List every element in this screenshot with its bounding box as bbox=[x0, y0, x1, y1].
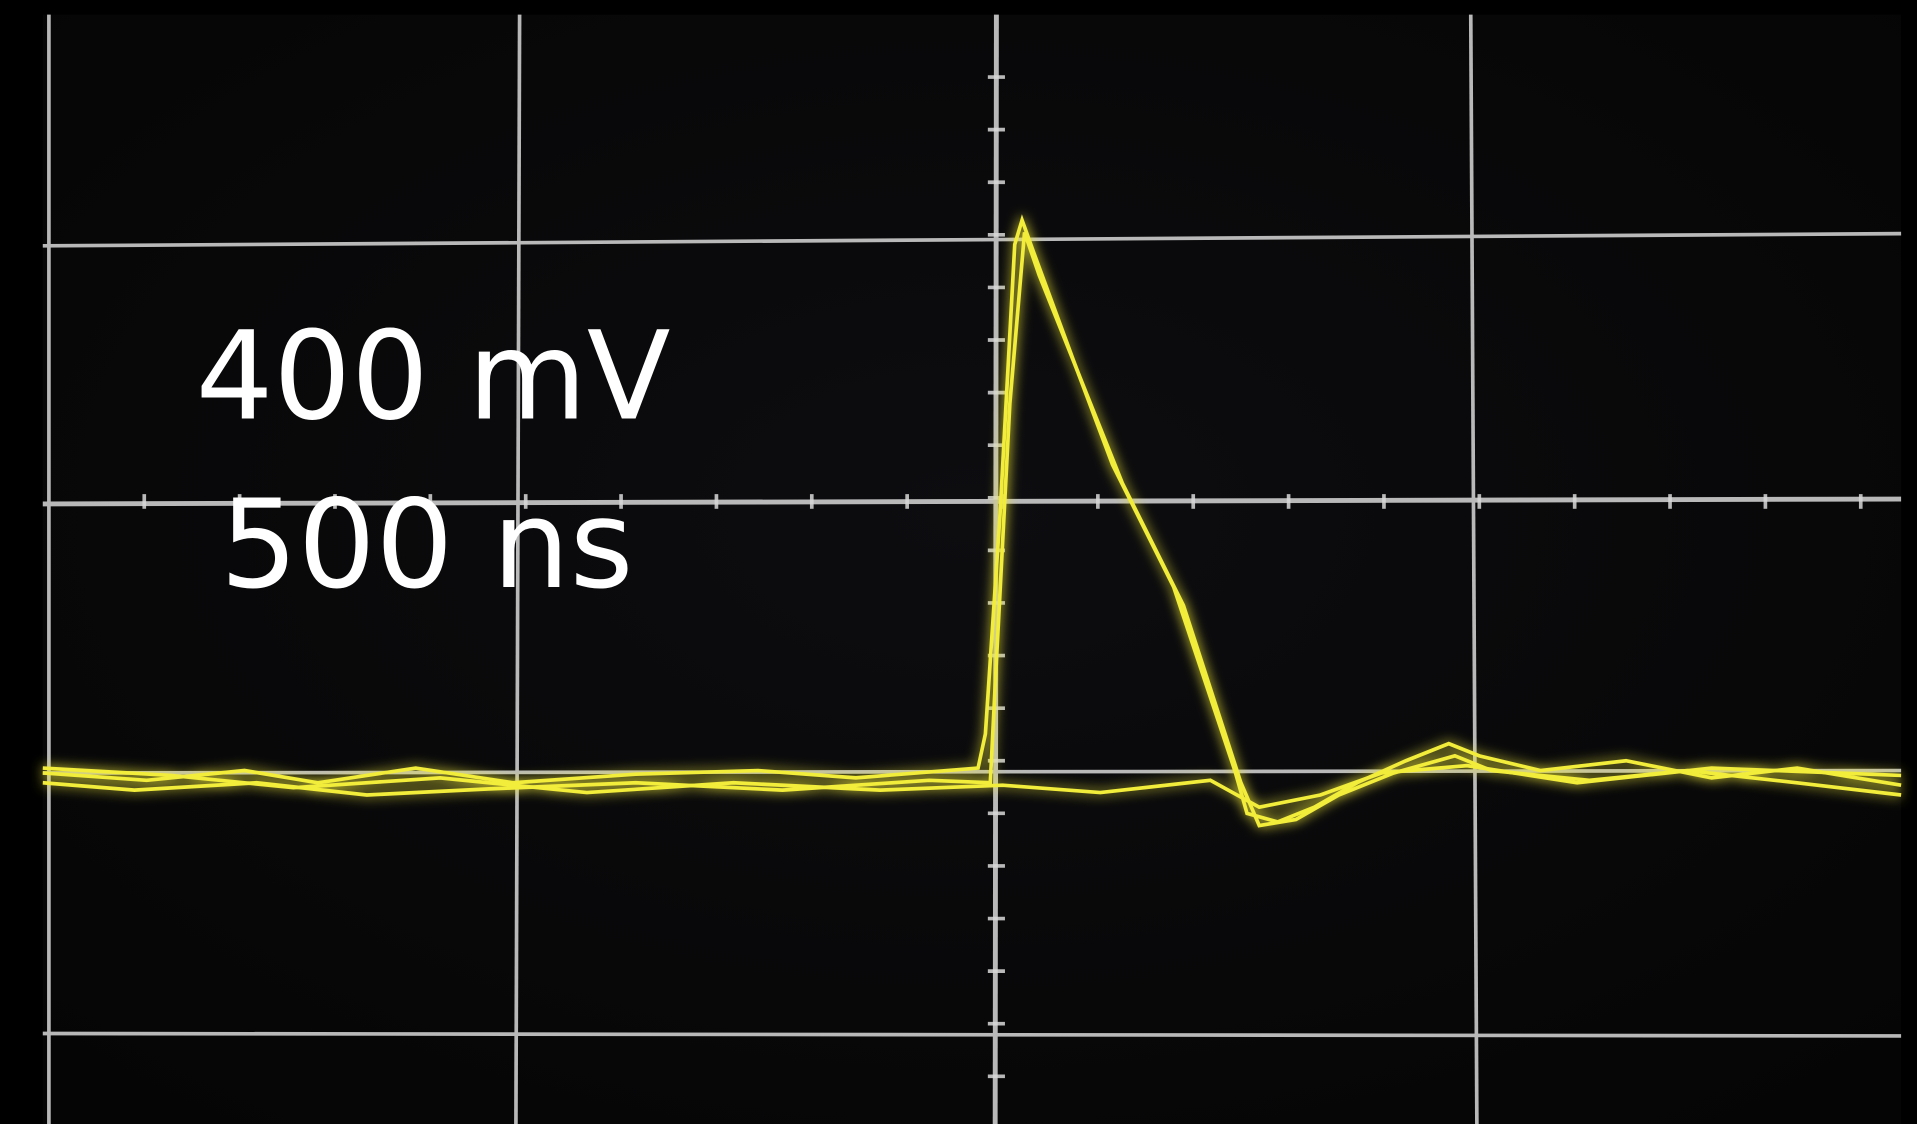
grid-line bbox=[43, 1033, 1901, 1035]
page: 400 mV 500 ns (() => { const data = JSON… bbox=[0, 0, 1917, 1124]
time-scale-label: 500 ns bbox=[220, 473, 633, 616]
scope-screen: 400 mV 500 ns bbox=[0, 0, 1917, 1124]
grid-line bbox=[43, 771, 1901, 773]
vertical-scale-label: 400 mV bbox=[196, 304, 671, 447]
